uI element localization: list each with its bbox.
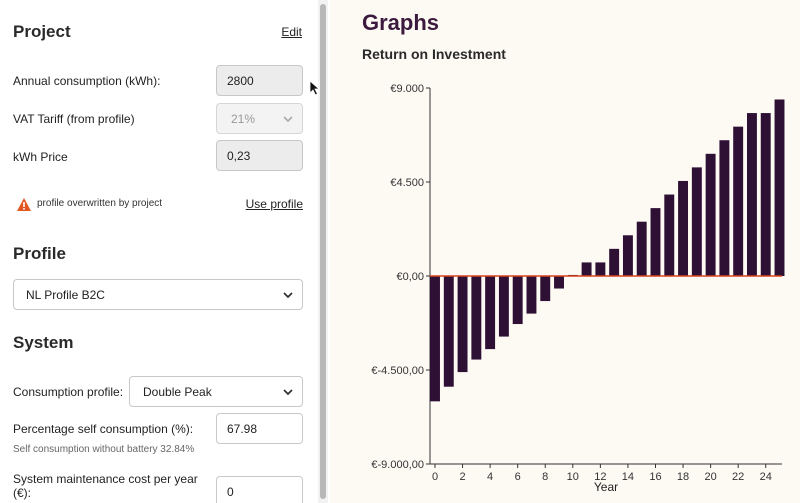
mouse-cursor-icon bbox=[309, 80, 321, 96]
bar bbox=[636, 221, 647, 276]
bar bbox=[760, 113, 771, 276]
bar bbox=[526, 276, 537, 314]
x-tick-label: 8 bbox=[542, 471, 548, 483]
settings-panel: Project Edit Annual consumption (kWh): 2… bbox=[0, 0, 318, 503]
bar bbox=[746, 113, 757, 276]
bar bbox=[691, 167, 702, 276]
bar bbox=[457, 276, 468, 373]
maintenance-label-line2: (€): bbox=[13, 486, 31, 500]
y-tick-label: €4.500 bbox=[390, 177, 424, 189]
warning-icon bbox=[17, 198, 31, 211]
x-tick-label: 10 bbox=[567, 471, 579, 483]
bar bbox=[650, 208, 661, 276]
x-tick-label: 4 bbox=[487, 471, 493, 483]
roi-chart: €9.000€4.500€0,00€-4.500,00€-9.000,000 2 4… bbox=[371, 83, 785, 494]
chevron-down-icon bbox=[283, 389, 293, 396]
profile-select[interactable]: NL Profile B2C bbox=[13, 279, 303, 310]
use-profile-link[interactable]: Use profile bbox=[245, 197, 303, 211]
bar bbox=[774, 99, 785, 276]
y-tick-label: €-4.500,00 bbox=[371, 365, 424, 377]
self-consumption-helper: Self consumption without battery 32.84% bbox=[13, 444, 195, 455]
x-tick-label: 20 bbox=[704, 471, 716, 483]
self-consumption-label: Percentage self consumption (%): bbox=[13, 422, 194, 436]
y-tick-label: €9.000 bbox=[390, 83, 424, 95]
chevron-down-icon bbox=[283, 116, 293, 123]
bar bbox=[443, 276, 454, 387]
vat-tariff-select[interactable]: 21% bbox=[216, 103, 303, 134]
warning-text: profile overwritten by project bbox=[37, 198, 163, 209]
self-consumption-field[interactable]: 67.98 bbox=[216, 413, 303, 444]
profile-select-value: NL Profile B2C bbox=[26, 288, 105, 302]
x-tick-label: 22 bbox=[732, 471, 744, 483]
consumption-profile-label: Consumption profile: bbox=[13, 385, 124, 399]
bar bbox=[554, 276, 564, 289]
chart-title: Return on Investment bbox=[362, 46, 506, 62]
maintenance-label-line1: System maintenance cost per year bbox=[13, 472, 198, 486]
bar bbox=[705, 153, 716, 276]
bar bbox=[485, 276, 496, 350]
project-title: Project bbox=[13, 22, 71, 41]
y-tick-label: €-9.000,00 bbox=[371, 459, 424, 471]
bar bbox=[581, 262, 592, 276]
bar bbox=[678, 180, 689, 276]
bar bbox=[733, 126, 744, 277]
edit-link[interactable]: Edit bbox=[281, 25, 302, 39]
graphs-title: Graphs bbox=[362, 10, 440, 35]
bar bbox=[664, 194, 675, 276]
x-tick-label: 0 bbox=[432, 471, 438, 483]
annual-consumption-label: Annual consumption (kWh): bbox=[13, 74, 161, 88]
bar bbox=[609, 248, 620, 276]
maintenance-field[interactable]: 0 bbox=[216, 476, 303, 503]
kwh-price-field[interactable]: 0,23 bbox=[216, 140, 303, 171]
consumption-profile-value: Double Peak bbox=[143, 385, 212, 399]
kwh-price-label: kWh Price bbox=[13, 150, 68, 164]
chevron-down-icon bbox=[283, 292, 293, 299]
bar bbox=[430, 276, 440, 402]
scrollbar[interactable] bbox=[318, 0, 328, 503]
profile-title: Profile bbox=[13, 244, 66, 263]
y-tick-label: €0,00 bbox=[396, 271, 424, 283]
x-tick-label: 2 bbox=[459, 471, 465, 483]
bar bbox=[622, 235, 633, 276]
profile-warning: profile overwritten by project Use profi… bbox=[16, 196, 306, 216]
scrollbar-thumb[interactable] bbox=[320, 4, 326, 499]
x-tick-label: 24 bbox=[760, 471, 772, 483]
system-title: System bbox=[13, 333, 74, 352]
x-tick-label: 12 bbox=[594, 471, 606, 483]
annual-consumption-field[interactable]: 2800 bbox=[216, 65, 303, 96]
graphs-panel: Graphs Return on Investment €9.000 €4.500… bbox=[330, 0, 800, 503]
x-axis-label: Year bbox=[594, 480, 618, 494]
bar bbox=[595, 262, 606, 276]
x-tick-label: 6 bbox=[515, 471, 521, 483]
vat-tariff-label: VAT Tariff (from profile) bbox=[13, 112, 135, 126]
x-tick-label: 14 bbox=[622, 471, 634, 483]
bar bbox=[512, 276, 523, 325]
bar bbox=[498, 276, 509, 337]
consumption-profile-select[interactable]: Double Peak bbox=[129, 376, 303, 407]
vat-tariff-value: 21% bbox=[231, 112, 256, 126]
x-tick-label: 16 bbox=[649, 471, 661, 483]
bar bbox=[719, 140, 730, 276]
bar bbox=[540, 276, 551, 302]
x-tick-label: 18 bbox=[677, 471, 689, 483]
bar bbox=[471, 276, 482, 360]
